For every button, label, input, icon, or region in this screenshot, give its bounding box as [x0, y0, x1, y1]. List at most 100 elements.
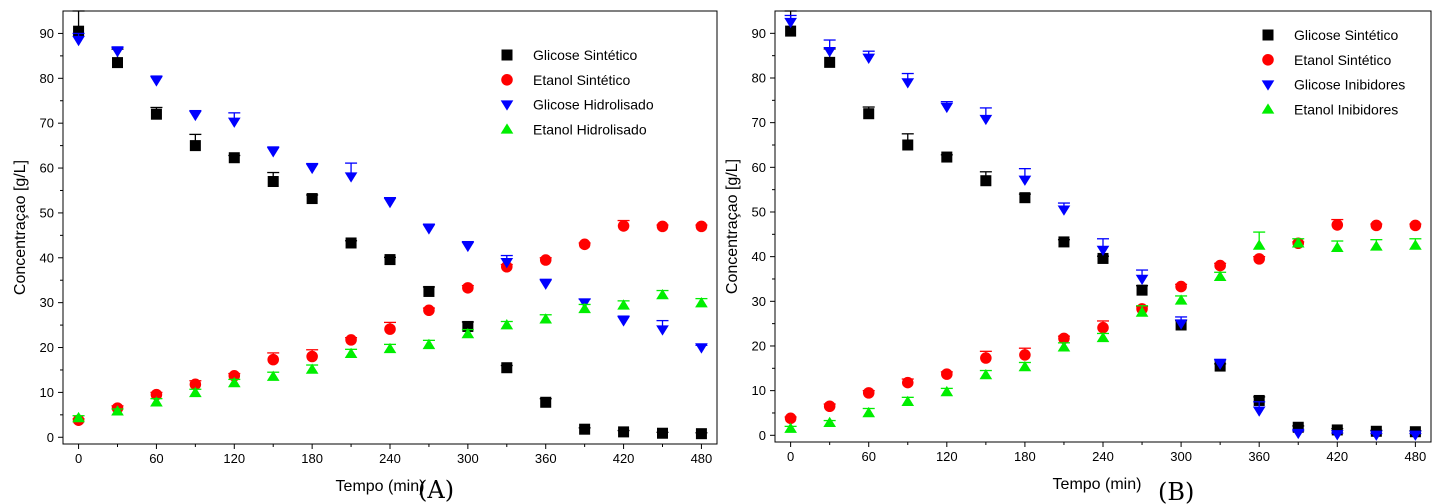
x-axis-label: Tempo (min) — [336, 478, 425, 495]
data-point — [862, 53, 876, 64]
x-tick-label: 480 — [691, 451, 713, 466]
data-point — [266, 370, 280, 381]
data-point — [344, 172, 358, 183]
data-point — [1370, 430, 1383, 441]
y-tick-label: 40 — [40, 250, 54, 265]
x-tick-label: 60 — [861, 449, 875, 464]
data-point — [1409, 219, 1422, 232]
data-point — [1330, 430, 1344, 441]
x-tick-label: 480 — [1405, 449, 1427, 464]
x-tick-label: 120 — [223, 451, 245, 466]
series-3 — [784, 14, 1422, 441]
legend-entry: Glicose Sintético — [533, 47, 637, 63]
data-point — [189, 386, 202, 398]
data-point — [940, 385, 954, 397]
x-tick-label: 240 — [379, 451, 401, 466]
data-point — [979, 114, 993, 126]
x-tick-label: 180 — [301, 451, 323, 466]
data-point — [1058, 236, 1070, 248]
data-point — [189, 140, 201, 152]
x-tick-label: 420 — [1326, 449, 1348, 464]
data-point — [1213, 359, 1227, 370]
x-tick-label: 300 — [1170, 449, 1192, 464]
data-point — [1019, 192, 1031, 204]
data-point — [72, 411, 85, 423]
data-point — [227, 376, 241, 388]
y-tick-label: 10 — [752, 383, 766, 398]
data-point — [863, 108, 875, 120]
data-point — [1058, 332, 1070, 345]
legend-marker — [500, 100, 514, 111]
y-tick-label: 40 — [752, 249, 766, 264]
data-point — [228, 370, 241, 382]
data-point — [228, 152, 240, 164]
series-4 — [784, 231, 1422, 433]
data-point — [150, 108, 162, 120]
y-tick-label: 50 — [40, 205, 54, 220]
data-point — [901, 395, 915, 407]
data-point — [1136, 284, 1148, 296]
data-point — [111, 405, 124, 416]
data-point — [540, 396, 552, 408]
data-point — [150, 76, 163, 87]
y-tick-label: 90 — [40, 26, 54, 41]
data-point — [305, 363, 319, 374]
data-point — [578, 238, 591, 251]
data-point — [1409, 430, 1422, 441]
data-point — [1253, 253, 1265, 265]
data-point — [980, 352, 992, 364]
legend-entry: Etanol Hidrolisado — [533, 121, 647, 137]
y-tick-label: 10 — [40, 385, 54, 400]
x-tick-label: 0 — [787, 449, 794, 464]
data-point — [941, 151, 953, 163]
data-point — [1175, 280, 1187, 293]
data-point — [384, 254, 396, 266]
data-point — [902, 139, 914, 151]
y-tick-label: 50 — [752, 204, 766, 219]
data-point — [901, 376, 914, 389]
data-point — [901, 78, 915, 89]
x-axis-label: Tempo (min) — [1053, 476, 1142, 493]
data-point — [657, 427, 668, 439]
x-tick-label: 300 — [457, 451, 479, 466]
data-point — [1096, 331, 1110, 343]
data-point — [501, 362, 513, 374]
legend-marker — [500, 123, 514, 134]
x-tick-label: 240 — [1092, 449, 1114, 464]
data-point — [617, 316, 630, 327]
data-point — [461, 328, 475, 339]
data-point — [941, 368, 953, 380]
legend-marker — [1262, 54, 1274, 66]
data-point — [1018, 175, 1032, 186]
data-point — [695, 220, 708, 233]
panel-b-chart: 0 60 120 180 240 300 360 420 480 0 10 20 30 40 50 60 70 8… — [724, 10, 1432, 504]
data-point — [823, 400, 836, 413]
legend-marker — [1261, 103, 1275, 114]
x-tick-label: 60 — [149, 451, 163, 466]
data-point — [1214, 259, 1226, 272]
legend-marker — [1261, 80, 1275, 91]
data-point — [656, 220, 669, 233]
data-point — [695, 343, 708, 354]
series-2 — [72, 219, 708, 426]
data-point — [1331, 424, 1343, 436]
data-point — [1331, 219, 1344, 231]
data-point — [1330, 241, 1344, 252]
y-axis-label: Concentraçao [g/L] — [12, 160, 29, 295]
data-point — [618, 426, 630, 438]
data-point — [1057, 205, 1071, 216]
data-point — [1097, 252, 1109, 264]
data-point — [1135, 306, 1149, 317]
data-point — [423, 285, 435, 297]
panel-a-chart: 0 60 120 180 240 300 360 420 480 0 10 20 30 40 50 60 70 8… — [12, 10, 718, 504]
legend-entry: Etanol Sintético — [533, 72, 630, 88]
legend-entry: Glicose Sintético — [1294, 27, 1398, 43]
y-tick-label: 60 — [752, 160, 766, 175]
panel-label: (A) — [418, 476, 454, 504]
y-tick-label: 20 — [752, 338, 766, 353]
data-point — [1018, 360, 1032, 372]
data-point — [1097, 321, 1109, 334]
data-point — [1174, 319, 1188, 330]
legend: Glicose Sintético Etanol Sintético Glicose… — [500, 47, 654, 137]
data-point — [1213, 270, 1227, 281]
